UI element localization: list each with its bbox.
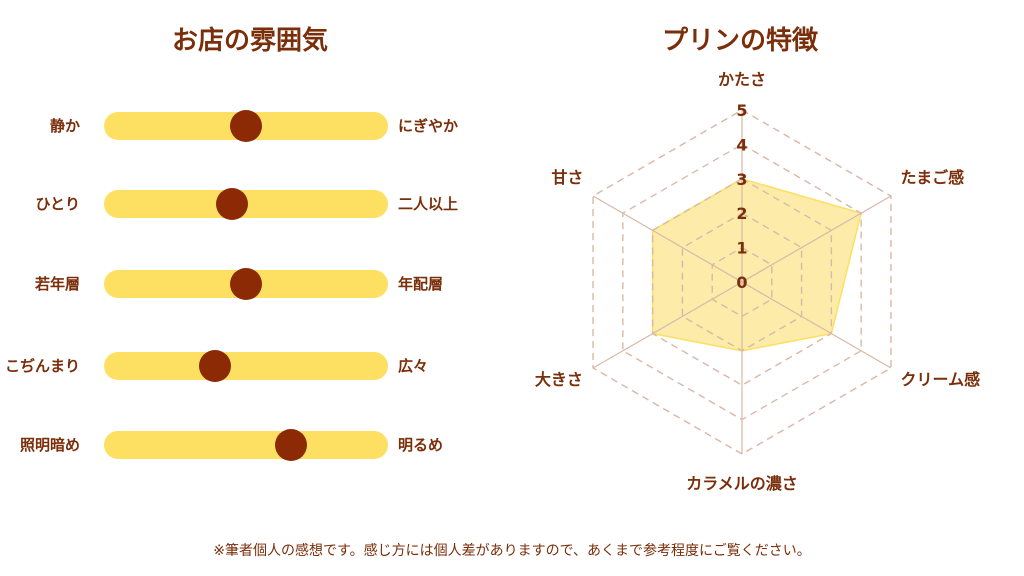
slider-right-label: 明るめ (398, 436, 444, 454)
radar-tick-label: 3 (736, 170, 747, 189)
slider-track (104, 188, 388, 220)
atmosphere-title: お店の雰囲気 (171, 26, 328, 56)
slider-track (104, 350, 388, 382)
slider-left-label: こぢんまり (4, 357, 80, 375)
slider-knob (275, 429, 308, 461)
radar-tick-label: 2 (736, 204, 747, 223)
radar-spoke (592, 281, 743, 369)
radar-axis-label: カラメルの濃さ (686, 474, 798, 493)
slider-track (104, 110, 388, 142)
slider-left-label: ひとり (35, 195, 80, 213)
slider-right-label: 広々 (398, 357, 429, 375)
slider-row-quiet-lively: 静か にぎやか (0, 106, 520, 146)
radar-spoke (741, 281, 892, 369)
radar-axis-label: かたさ (718, 70, 766, 89)
slider-right-label: にぎやか (398, 117, 459, 135)
slider-knob (198, 350, 231, 382)
radar-spoke (592, 195, 743, 283)
slider-left-label: 静か (49, 117, 80, 135)
slider-row-dim-bright: 照明暗め 明るめ (0, 425, 520, 465)
slider-row-young-old: 若年層 年配層 (0, 264, 520, 304)
slider-left-label: 照明暗め (19, 436, 80, 454)
radar-data-area (651, 177, 863, 352)
radar-tick-label: 4 (736, 135, 747, 154)
radar-axis-label: 甘さ (551, 168, 583, 187)
radar-axis-label: クリーム感 (901, 370, 981, 389)
slider-knob (215, 188, 248, 220)
disclaimer-note: ※筆者個人の感想です。感じ方には個人差がありますので、あくまで参考程度にご覧くだ… (213, 543, 811, 559)
radar-tick-label: 0 (736, 273, 747, 292)
slider-knob (230, 268, 262, 300)
radar-axis-label: 大きさ (535, 370, 583, 389)
slider-track (104, 268, 388, 300)
slider-row-cozy-spacious: こぢんまり 広々 (0, 346, 520, 386)
radar-spoke (741, 195, 892, 283)
radar-axis-label: たまご感 (901, 168, 965, 187)
slider-knob (230, 110, 262, 142)
slider-right-label: 年配層 (398, 275, 444, 293)
slider-left-label: 若年層 (34, 275, 80, 293)
slider-row-solo-group: ひとり 二人以上 (0, 184, 520, 224)
radar-tick-label: 5 (736, 101, 747, 120)
pudding-features-title: プリンの特徴 (661, 26, 818, 56)
slider-track (104, 429, 388, 461)
slider-right-label: 二人以上 (398, 195, 459, 213)
radar-tick-label: 1 (736, 239, 747, 258)
